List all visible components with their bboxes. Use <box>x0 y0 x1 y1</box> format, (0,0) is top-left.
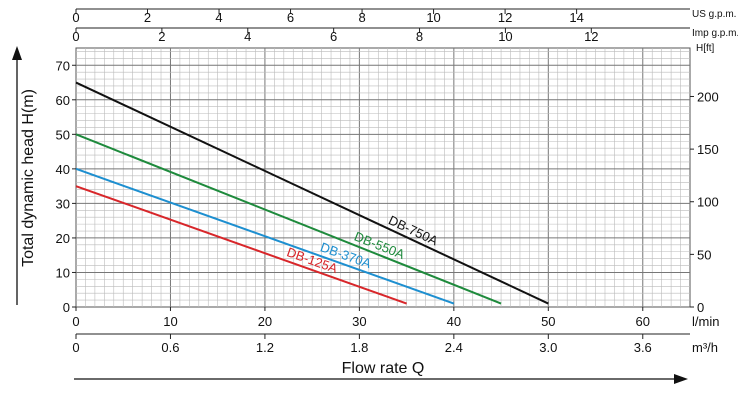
y-tick-label: 10 <box>56 265 70 280</box>
series-line-db-125a <box>75 185 407 305</box>
lmin-unit-label: l/min <box>692 314 719 329</box>
y-direction-arrow-head <box>12 46 22 60</box>
us-gpm-tick-label: 8 <box>358 10 365 25</box>
us-gpm-tick-label: 4 <box>215 10 222 25</box>
us-gpm-tick-label: 14 <box>569 10 583 25</box>
grid <box>75 47 691 308</box>
x-tick-label: 20 <box>258 314 272 329</box>
ft-tick-label: 0 <box>697 300 704 315</box>
y-tick-label: 40 <box>56 162 70 177</box>
us-gpm-tick-label: 6 <box>287 10 294 25</box>
imp-gpm-tick-label: 4 <box>244 29 251 44</box>
y-tick-label: 0 <box>63 300 70 315</box>
us-gpm-tick-label: 10 <box>426 10 440 25</box>
y-axis-title: Total dynamic head H(m) <box>20 89 37 267</box>
x-tick-label: 0 <box>72 314 79 329</box>
x-tick-label: 60 <box>636 314 650 329</box>
imp-gpm-tick-label: 12 <box>584 29 598 44</box>
ft-tick-label: 50 <box>697 247 711 262</box>
us-gpm-tick-label: 0 <box>72 10 79 25</box>
imp-gpm-tick-label: 10 <box>498 29 512 44</box>
y-tick-label: 20 <box>56 231 70 246</box>
imp-gpm-tick-label: 8 <box>416 29 423 44</box>
m3h-tick-label: 3.6 <box>634 340 652 355</box>
x-direction-arrow-head <box>674 374 688 384</box>
m3h-unit-label: m³/h <box>692 340 718 355</box>
ft-tick-label: 200 <box>697 89 719 104</box>
ft-unit-label: H[ft] <box>696 43 715 54</box>
ft-tick-label: 150 <box>697 142 719 157</box>
ft-tick-label: 100 <box>697 195 719 210</box>
imp-gpm-tick-label: 0 <box>72 29 79 44</box>
m3h-tick-label: 1.2 <box>256 340 274 355</box>
m3h-tick-label: 0 <box>72 340 79 355</box>
m3h-tick-label: 3.0 <box>539 340 557 355</box>
series-line-db-370a <box>75 167 455 305</box>
us-gpm-tick-label: 12 <box>498 10 512 25</box>
x-axis-title: Flow rate Q <box>342 360 425 377</box>
us-gpm-unit-label: US g.p.m. <box>692 9 736 20</box>
imp-gpm-unit-label: Imp g.p.m. <box>692 28 738 39</box>
x-tick-label: 30 <box>352 314 366 329</box>
x-tick-label: 40 <box>447 314 461 329</box>
m3h-tick-label: 2.4 <box>445 340 463 355</box>
y-tick-label: 30 <box>56 196 70 211</box>
y-tick-label: 60 <box>56 93 70 108</box>
x-tick-label: 50 <box>541 314 555 329</box>
series-line-db-750a <box>75 81 549 305</box>
y-tick-label: 50 <box>56 127 70 142</box>
imp-gpm-tick-label: 6 <box>330 29 337 44</box>
series-line-db-550a <box>75 133 502 305</box>
m3h-tick-label: 1.8 <box>350 340 368 355</box>
y-tick-label: 70 <box>56 58 70 73</box>
us-gpm-tick-label: 2 <box>144 10 151 25</box>
x-tick-label: 10 <box>163 314 177 329</box>
plot-frame <box>75 47 691 308</box>
m3h-tick-label: 0.6 <box>161 340 179 355</box>
imp-gpm-tick-label: 2 <box>158 29 165 44</box>
